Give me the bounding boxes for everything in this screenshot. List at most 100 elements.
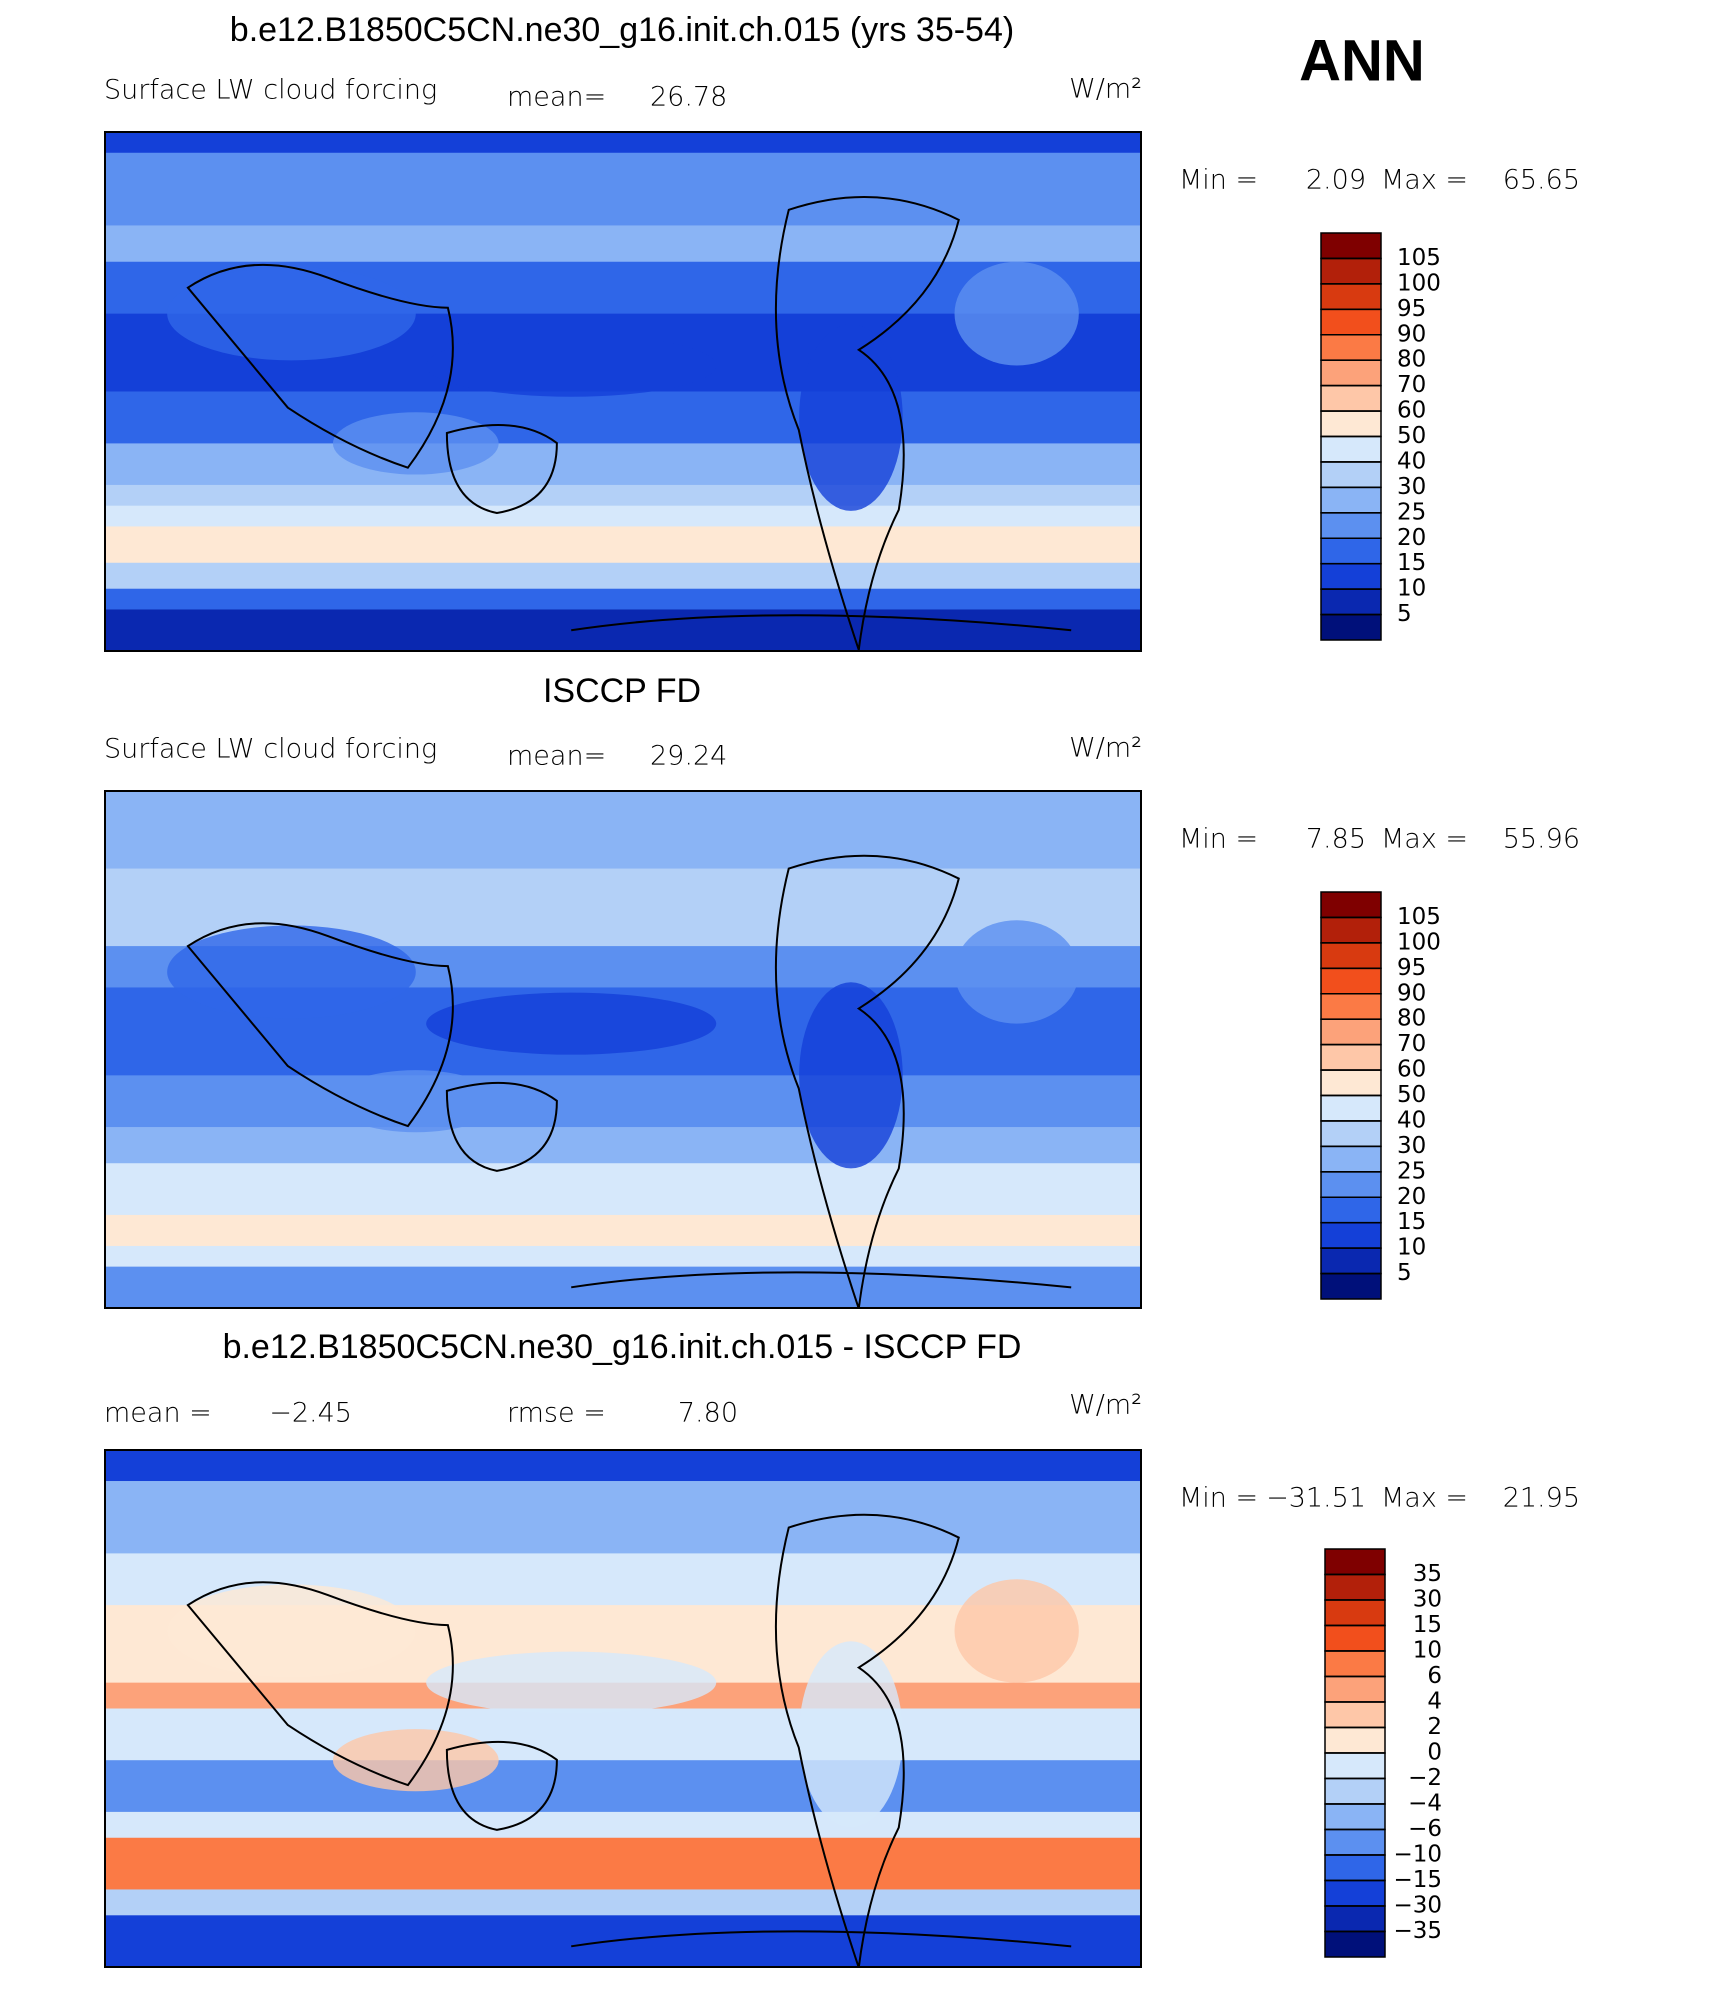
map-blob — [332, 1070, 499, 1133]
colorbar-label: 10 — [1397, 576, 1426, 602]
map-blob — [954, 1579, 1079, 1683]
colorbar-box — [1320, 1221, 1382, 1249]
map-band — [105, 1450, 1141, 1482]
colorbar-label: 50 — [1397, 423, 1426, 449]
map-band — [105, 1915, 1141, 1968]
colorbar-label: 70 — [1397, 372, 1426, 398]
colorbar-box — [1320, 359, 1382, 387]
colorbar-box — [1324, 1599, 1386, 1627]
map — [105, 1450, 1141, 1968]
colorbar-label: 30 — [1397, 1133, 1426, 1159]
max-label: Max = — [1381, 824, 1468, 855]
map — [105, 132, 1141, 652]
colorbar-label: 2 — [1427, 1714, 1442, 1740]
colorbar-box — [1320, 1043, 1382, 1071]
colorbar-box — [1320, 461, 1382, 489]
map-blob — [167, 266, 416, 361]
colorbar-box — [1324, 1930, 1386, 1958]
coastline — [186, 1513, 1072, 1968]
colorbar-label: 5 — [1397, 1260, 1412, 1286]
max-label: Max = — [1381, 165, 1468, 196]
map-blob — [954, 920, 1079, 1024]
colorbar-box — [1324, 1701, 1386, 1729]
map-band — [105, 588, 1141, 610]
colorbar-box — [1320, 232, 1382, 260]
colorbar-box — [1320, 613, 1382, 641]
variable-name: Surface LW cloud forcing — [104, 734, 437, 765]
colorbar-label: 0 — [1427, 1740, 1442, 1766]
colorbar-box — [1320, 1196, 1382, 1224]
map-band — [105, 1214, 1141, 1247]
colorbar-box — [1320, 588, 1382, 616]
min-label: Min = — [1179, 165, 1258, 196]
colorbar-box — [1324, 1828, 1386, 1856]
max-value: 65.65 — [1503, 165, 1580, 196]
colorbar-label: 105 — [1397, 245, 1441, 271]
colorbar-box — [1320, 1120, 1382, 1148]
mean-label: mean= — [507, 741, 606, 772]
colorbar-box — [1324, 1624, 1386, 1652]
colorbar-box — [1320, 1247, 1382, 1275]
mean-label: mean = — [104, 1398, 212, 1429]
colorbar-label: −35 — [1393, 1918, 1442, 1944]
colorbar-label: 5 — [1397, 601, 1412, 627]
map-blob — [426, 1651, 717, 1714]
map-band — [105, 562, 1141, 590]
colorbar-box — [1320, 334, 1382, 361]
units: W/m² — [1069, 733, 1142, 764]
colorbar-box — [1320, 257, 1382, 285]
colorbar-box — [1320, 562, 1382, 590]
map-blob — [799, 324, 903, 511]
panel-title: ISCCP FD — [543, 672, 701, 710]
colorbar-box — [1320, 283, 1382, 311]
coastline — [186, 854, 1072, 1309]
colorbar-label: 35 — [1413, 1561, 1442, 1587]
map-band — [105, 1127, 1141, 1164]
colorbar-box — [1324, 1777, 1386, 1805]
colorbar-label: 40 — [1397, 1107, 1426, 1133]
colorbar-box — [1320, 1094, 1382, 1122]
colorbar-label: 15 — [1397, 550, 1426, 576]
colorbar-label: 60 — [1397, 398, 1426, 424]
colorbar-box — [1324, 1650, 1386, 1678]
colorbar-box — [1320, 1171, 1382, 1198]
colorbar-box — [1320, 1145, 1382, 1173]
mean-value: −2.45 — [269, 1398, 352, 1429]
colorbar-label: 50 — [1397, 1082, 1426, 1108]
colorbar-label: 4 — [1427, 1689, 1442, 1715]
colorbar-box — [1320, 537, 1382, 565]
colorbar-label: 90 — [1397, 321, 1426, 347]
map-blob — [426, 334, 717, 397]
rmse-label: rmse = — [507, 1398, 606, 1429]
map-band — [105, 526, 1141, 564]
map-band — [105, 1245, 1141, 1268]
colorbar-label: −10 — [1393, 1842, 1442, 1868]
map-frame — [104, 1449, 1142, 1968]
colorbar-box — [1320, 435, 1382, 463]
colorbar-label: 70 — [1397, 1031, 1426, 1057]
colorbar-box — [1320, 486, 1382, 514]
colorbar-label: 20 — [1397, 1184, 1426, 1210]
colorbar-box — [1324, 1573, 1386, 1601]
colorbar-label: 25 — [1397, 499, 1426, 525]
colorbar-label: −2 — [1408, 1765, 1442, 1791]
colorbar-box — [1320, 1069, 1382, 1097]
panel-title: b.e12.B1850C5CN.ne30_g16.init.ch.015 - I… — [223, 1328, 1022, 1366]
colorbar-box — [1320, 993, 1382, 1020]
map-band — [105, 1075, 1141, 1128]
colorbar-label: 20 — [1397, 525, 1426, 551]
min-label: Min = — [1179, 824, 1258, 855]
map-band — [105, 1163, 1141, 1216]
colorbar-label: 80 — [1397, 347, 1426, 373]
colorbar-box — [1320, 942, 1382, 970]
max-value: 21.95 — [1503, 1483, 1580, 1514]
colorbar-box — [1324, 1726, 1386, 1754]
colorbar-label: 15 — [1397, 1209, 1426, 1235]
mean-label: mean= — [507, 82, 606, 113]
max-label: Max = — [1381, 1483, 1468, 1514]
map-band — [105, 443, 1141, 486]
map-band — [105, 1889, 1141, 1916]
map — [105, 791, 1141, 1309]
map-band — [105, 1837, 1141, 1890]
